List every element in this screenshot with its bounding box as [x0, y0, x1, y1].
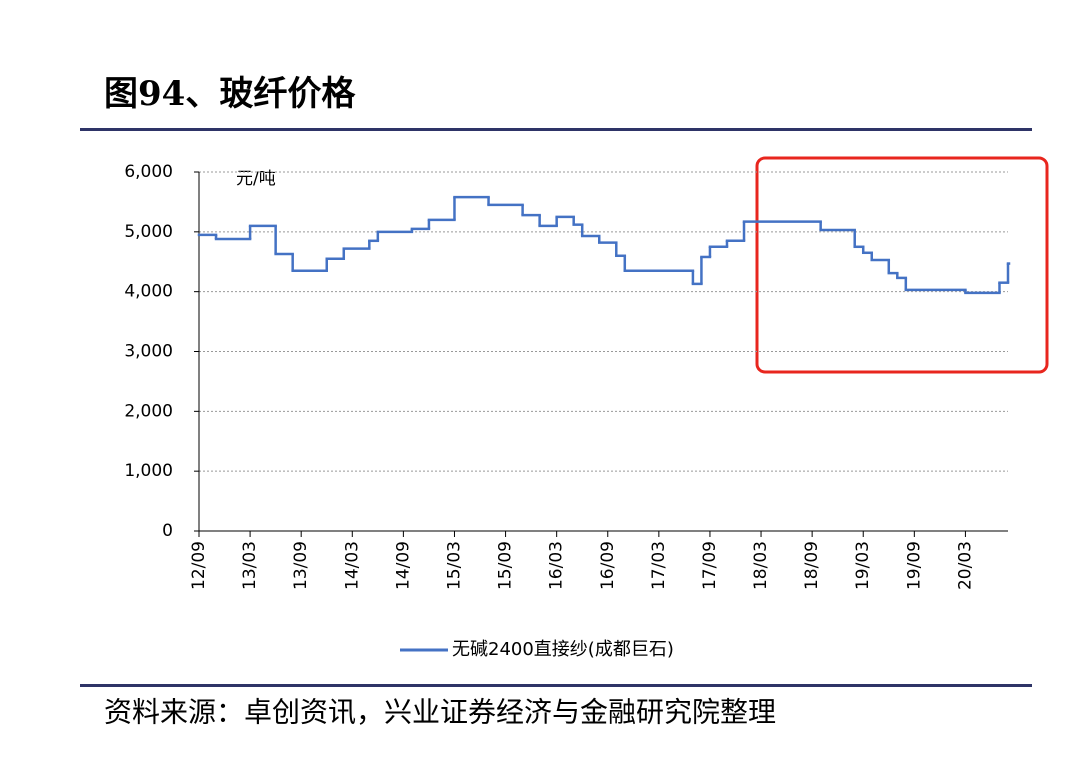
- source-rule: [80, 684, 1032, 687]
- x-tick-label: 14/03: [342, 541, 362, 590]
- x-tick-label: 16/09: [598, 541, 618, 590]
- x-tick-label: 14/09: [393, 541, 413, 590]
- x-tick-label: 17/03: [649, 541, 669, 590]
- y-tick-label: 0: [162, 521, 173, 541]
- source-note: 资料来源：卓创资讯，兴业证券经济与金融研究院整理: [104, 696, 776, 729]
- x-tick-label: 18/09: [802, 541, 822, 590]
- x-tick-label: 17/09: [700, 541, 720, 590]
- x-tick-label: 15/09: [496, 541, 516, 590]
- y-tick-label: 1,000: [124, 461, 173, 481]
- highlight-box: [755, 156, 1049, 374]
- x-tick-label: 20/03: [955, 541, 975, 590]
- x-tick-label: 15/03: [444, 541, 464, 590]
- title-rule: [80, 128, 1032, 131]
- x-tick-label: 12/09: [189, 541, 209, 590]
- x-tick-label: 18/03: [751, 541, 771, 590]
- x-tick-label: 19/03: [853, 541, 873, 590]
- legend-label: 无碱2400直接纱(成都巨石): [452, 639, 674, 660]
- y-tick-label: 5,000: [124, 222, 173, 242]
- x-tick-label: 13/09: [291, 541, 311, 590]
- y-tick-label: 4,000: [124, 282, 173, 302]
- x-tick-label: 16/03: [547, 541, 567, 590]
- unit-label: 元/吨: [236, 169, 276, 189]
- x-tick-label: 19/09: [904, 541, 924, 590]
- y-tick-label: 3,000: [124, 342, 173, 362]
- x-tick-label: 13/03: [240, 541, 260, 590]
- y-tick-label: 6,000: [124, 162, 173, 182]
- chart-title: 图94、玻纤价格: [104, 74, 356, 114]
- y-tick-label: 2,000: [124, 401, 173, 421]
